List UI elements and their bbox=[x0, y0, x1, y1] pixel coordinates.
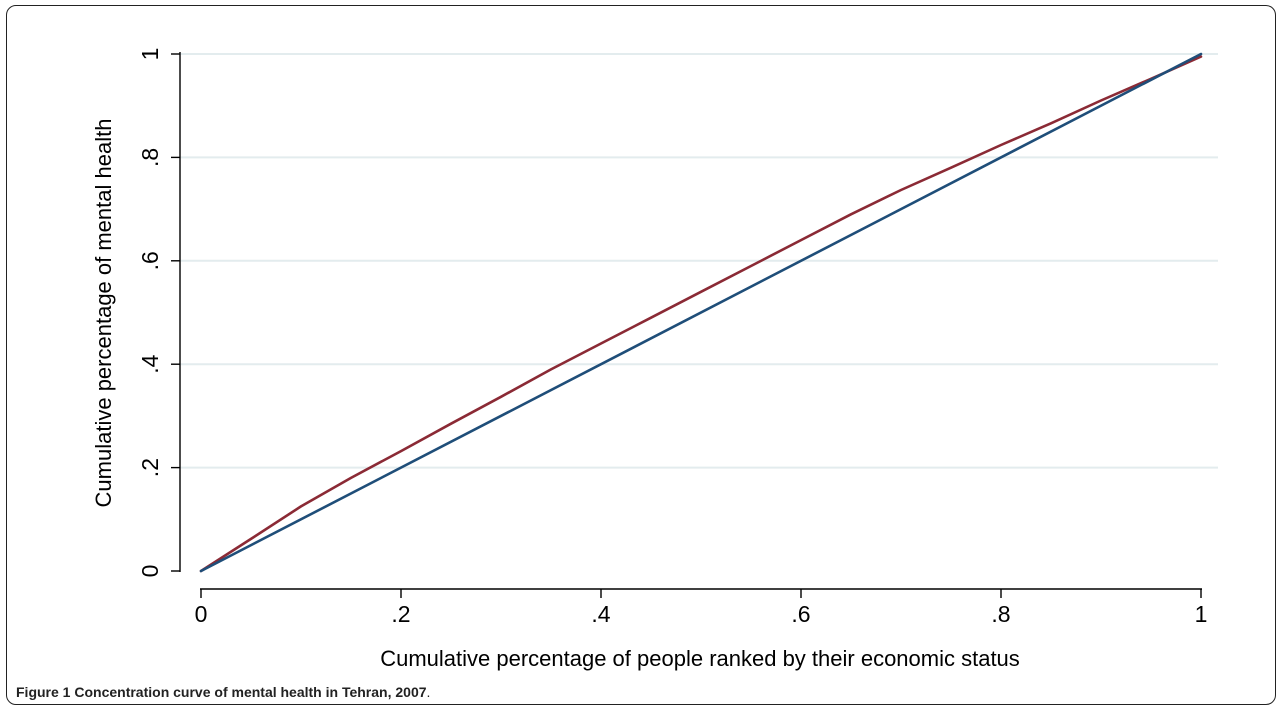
y-axis-label: Cumulative percentage of mental health bbox=[91, 119, 116, 508]
x-tick-label: .6 bbox=[791, 601, 810, 627]
x-tick-label: 1 bbox=[1195, 601, 1208, 627]
y-tick-label: 0 bbox=[137, 565, 163, 578]
caption-label: Figure 1 bbox=[16, 684, 71, 700]
axes bbox=[179, 52, 1202, 590]
y-tick-label: .2 bbox=[137, 458, 163, 477]
caption-text: Concentration curve of mental health in … bbox=[74, 684, 427, 700]
line-of-equality bbox=[199, 52, 1203, 573]
x-tick-label: .8 bbox=[991, 601, 1010, 627]
tick-marks: 0 .2 .4 .6 .8 1 0 .2 .4 .6 .8 1 bbox=[137, 48, 1207, 627]
x-axis-label: Cumulative percentage of people ranked b… bbox=[380, 646, 1020, 671]
concentration-curve bbox=[199, 55, 1203, 573]
series-lines bbox=[199, 52, 1203, 573]
x-tick-label: .2 bbox=[391, 601, 410, 627]
grid-lines bbox=[180, 53, 1218, 469]
y-tick-label: .4 bbox=[137, 354, 163, 373]
x-tick-label: 0 bbox=[195, 601, 208, 627]
y-tick-label: .6 bbox=[137, 251, 163, 270]
x-tick-label: .4 bbox=[591, 601, 610, 627]
caption-end: . bbox=[426, 684, 431, 700]
y-tick-label: 1 bbox=[137, 48, 163, 61]
figure-caption: Figure 1 Concentration curve of mental h… bbox=[16, 684, 430, 700]
y-tick-label: .8 bbox=[137, 148, 163, 167]
